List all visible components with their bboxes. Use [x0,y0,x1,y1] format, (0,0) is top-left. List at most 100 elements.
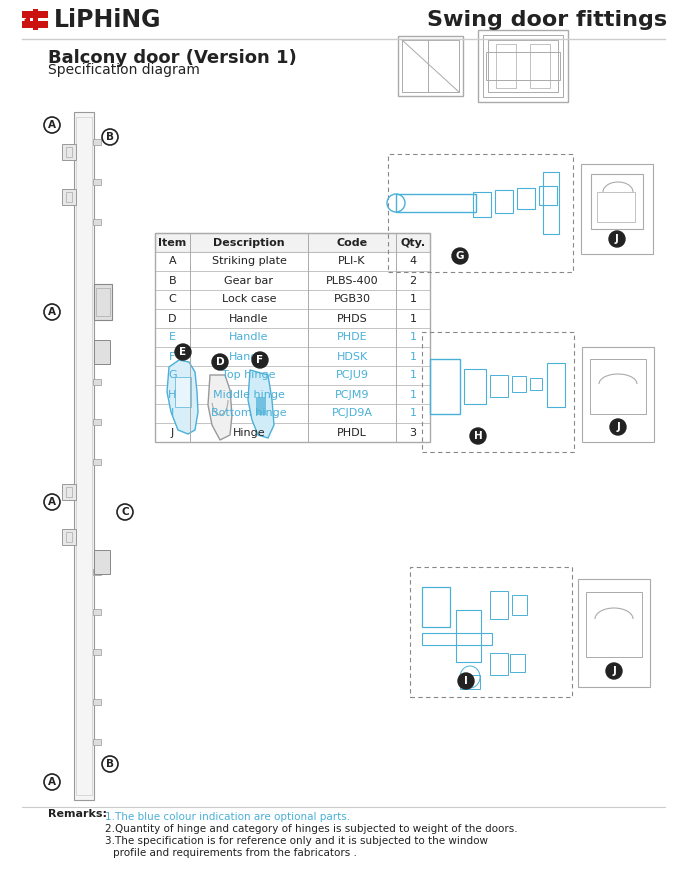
Text: PHDE: PHDE [337,333,368,342]
Bar [62,529,76,545]
Text: B: B [106,132,114,142]
Text: J: J [616,422,620,432]
Text: PCJM9: PCJM9 [335,390,369,400]
Bar [155,366,430,385]
Text: A: A [48,307,56,317]
Circle shape [102,129,118,145]
Bar [93,569,101,575]
Text: 3.The specification is for reference only and it is subjected to the window: 3.The specification is for reference onl… [105,836,488,846]
Bar [590,359,646,414]
Text: H: H [473,431,482,441]
Bar [93,379,101,385]
Circle shape [252,352,268,368]
Polygon shape [167,360,198,434]
Bar [93,179,101,185]
Bar [460,675,480,689]
Bar [155,423,430,442]
Bar [93,609,101,615]
Text: B: B [169,275,177,286]
Bar [388,154,573,272]
Bar [66,147,72,157]
Circle shape [610,419,626,435]
Bar [62,144,76,160]
Bar [93,419,101,425]
Bar [22,11,48,18]
Text: Gear bar: Gear bar [225,275,273,286]
Bar [581,164,653,254]
Text: A: A [48,497,56,507]
Text: 1: 1 [409,408,416,418]
Bar [94,340,110,364]
Text: PHDS: PHDS [337,313,368,324]
Bar [422,332,574,452]
Bar [76,117,92,795]
Text: Qty.: Qty. [401,237,425,248]
Bar [456,610,481,662]
Bar [256,397,266,415]
Bar [93,219,101,225]
Bar [62,484,76,500]
Bar [22,21,48,28]
Text: PCJU9: PCJU9 [335,370,368,380]
Bar [422,587,450,627]
Bar [155,404,430,423]
Text: Handle: Handle [229,333,269,342]
Text: Handle: Handle [229,352,269,362]
Circle shape [44,774,60,790]
Bar [543,172,559,234]
Text: 1: 1 [409,295,416,304]
Bar [155,385,430,404]
Bar [66,192,72,202]
Circle shape [470,428,486,444]
Bar [517,188,535,209]
Bar [496,44,516,88]
Bar [93,699,101,705]
Text: PHDL: PHDL [337,428,367,437]
Text: 2: 2 [409,275,416,286]
Text: 1: 1 [409,370,416,380]
Text: 1: 1 [409,333,416,342]
Bar [96,288,110,316]
Text: F: F [256,355,264,365]
Bar [512,595,527,615]
Circle shape [102,756,118,772]
Bar [512,376,526,392]
Bar [66,532,72,542]
Text: Striking plate: Striking plate [212,257,286,266]
Bar [62,189,76,205]
Text: A: A [48,120,56,130]
Circle shape [175,344,191,360]
Polygon shape [208,375,232,440]
Text: Top hinge: Top hinge [223,370,275,380]
Bar [597,192,635,222]
Text: J: J [612,666,616,676]
Text: F: F [169,352,176,362]
Bar [410,567,572,697]
Text: D: D [168,313,177,324]
Bar [155,233,430,442]
Bar [530,378,542,390]
Bar [539,186,557,205]
Text: Description: Description [213,237,285,248]
Text: PGB30: PGB30 [333,295,370,304]
Text: H: H [168,390,177,400]
Text: I: I [464,676,468,686]
Bar [155,233,430,252]
Text: E: E [179,347,187,357]
Bar [530,44,550,88]
Bar [422,633,492,645]
Bar [398,36,463,96]
Text: Swing door fittings: Swing door fittings [427,10,667,30]
Text: C: C [168,295,177,304]
Bar [74,112,94,800]
Text: 3: 3 [409,428,416,437]
Bar [486,52,560,80]
Text: Handle: Handle [229,313,269,324]
Bar [591,174,643,229]
Bar [402,40,459,92]
Circle shape [452,248,468,264]
Text: 1.The blue colour indication are optional parts.: 1.The blue colour indication are optiona… [105,812,350,822]
Text: E: E [169,333,176,342]
Circle shape [44,494,60,510]
Bar [93,649,101,655]
